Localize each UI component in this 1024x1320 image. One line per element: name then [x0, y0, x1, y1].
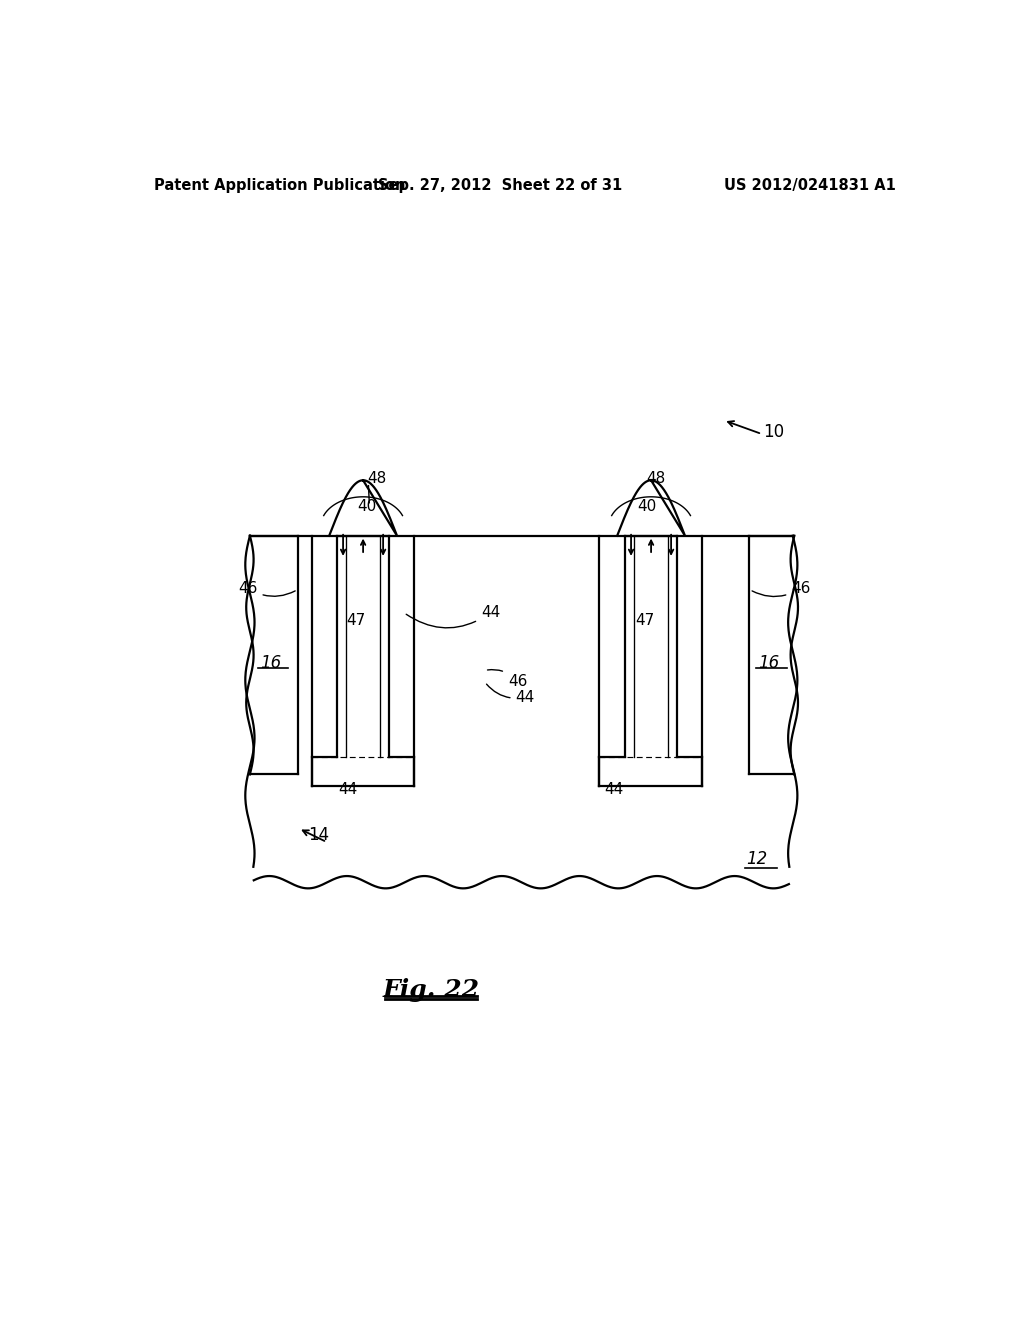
Text: 47: 47	[346, 612, 366, 628]
Text: 16: 16	[260, 653, 282, 672]
Text: 44: 44	[486, 684, 535, 705]
Text: 44: 44	[604, 781, 624, 797]
Text: Sep. 27, 2012  Sheet 22 of 31: Sep. 27, 2012 Sheet 22 of 31	[378, 178, 623, 193]
Text: 40: 40	[357, 499, 377, 515]
Text: Patent Application Publication: Patent Application Publication	[154, 178, 406, 193]
Text: 48: 48	[367, 471, 386, 486]
Text: 10: 10	[764, 422, 784, 441]
Text: 16: 16	[758, 653, 779, 672]
Text: 46: 46	[487, 669, 527, 689]
Text: 14: 14	[307, 826, 329, 843]
Text: 46: 46	[239, 581, 295, 597]
Text: 48: 48	[646, 471, 666, 486]
Text: 40: 40	[637, 499, 656, 515]
Text: Fig. 22: Fig. 22	[382, 978, 479, 1002]
Text: 44: 44	[407, 605, 500, 628]
Text: 44: 44	[339, 781, 357, 797]
Text: 46: 46	[752, 581, 811, 597]
Text: US 2012/0241831 A1: US 2012/0241831 A1	[724, 178, 896, 193]
Text: 47: 47	[635, 612, 654, 628]
Text: 12: 12	[746, 850, 768, 869]
